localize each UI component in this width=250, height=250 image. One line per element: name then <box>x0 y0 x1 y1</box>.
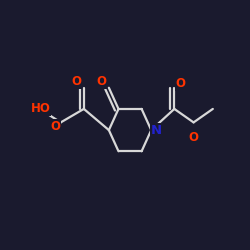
Text: O: O <box>188 131 198 144</box>
Text: O: O <box>96 76 106 88</box>
Text: HO: HO <box>30 102 50 116</box>
Text: N: N <box>150 124 162 136</box>
Text: O: O <box>50 120 60 133</box>
Text: O: O <box>175 78 185 90</box>
Text: O: O <box>71 76 81 88</box>
